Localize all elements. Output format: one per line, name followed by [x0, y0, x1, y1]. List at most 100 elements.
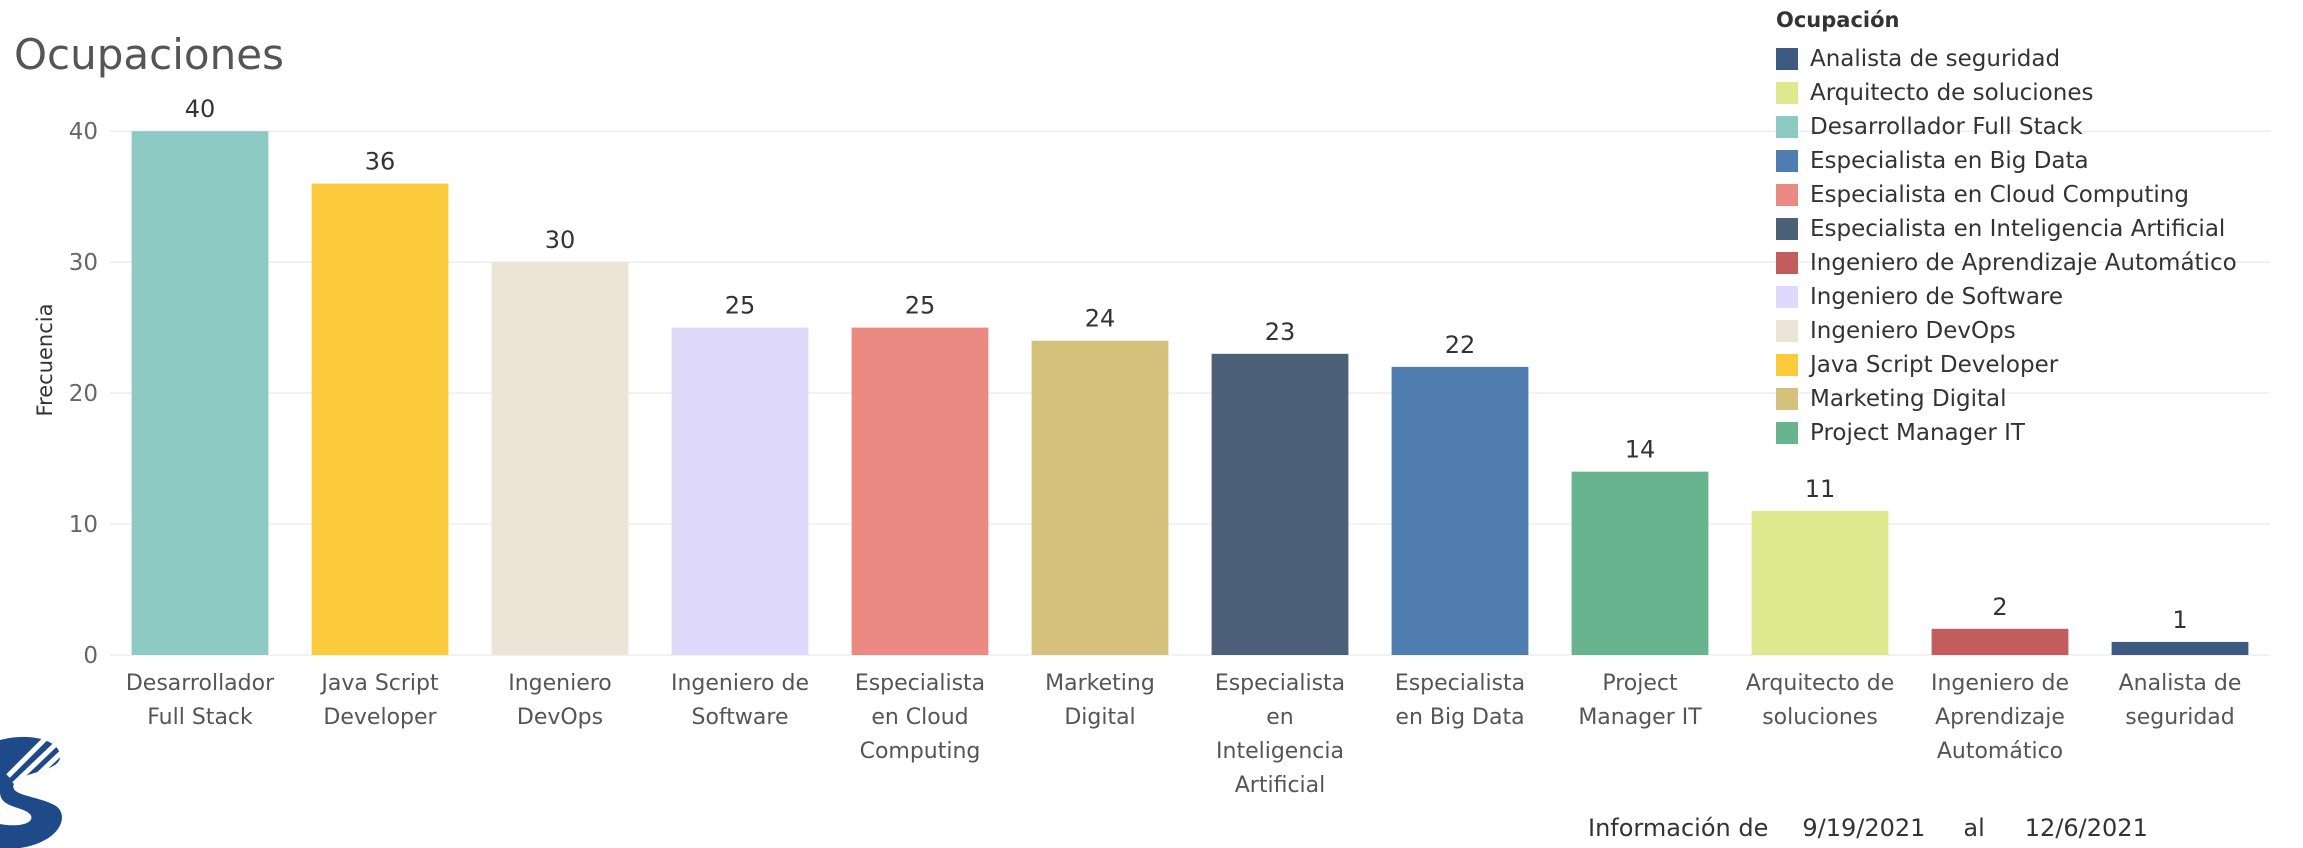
x-tick-label: Analista de seguridad: [2119, 671, 2242, 730]
x-tick-label-line: Aprendizaje: [1935, 705, 2065, 730]
legend-item[interactable]: Project Manager IT: [1776, 416, 2237, 450]
legend-label: Project Manager IT: [1810, 420, 2025, 446]
x-tick-label: Java Script Developer: [319, 671, 439, 730]
x-tick-label-line: Desarrollador: [126, 671, 275, 696]
bar-value-label: 24: [1085, 305, 1116, 333]
legend-label: Ingeniero de Software: [1810, 284, 2064, 310]
x-tick-label-line: seguridad: [2125, 705, 2234, 730]
bar-value-label: 23: [1265, 318, 1296, 346]
x-tick-label-line: Computing: [860, 739, 981, 764]
x-tick-label: Ingeniero de Software: [671, 671, 809, 730]
legend-item[interactable]: Desarrollador Full Stack: [1776, 110, 2237, 144]
legend-item[interactable]: Ingeniero de Software: [1776, 280, 2237, 314]
x-tick-label-line: Especialista: [1215, 671, 1345, 696]
legend-item[interactable]: Arquitecto de soluciones: [1776, 76, 2237, 110]
y-axis-label: Frecuencia: [33, 304, 57, 417]
bar: [2111, 641, 2249, 655]
x-tick-label-line: Developer: [323, 705, 437, 730]
legend-label: Especialista en Big Data: [1810, 148, 2089, 174]
legend-label: Marketing Digital: [1810, 386, 2007, 412]
legend-swatch: [1776, 286, 1798, 308]
bar-value-label: 36: [365, 148, 396, 176]
bar: [851, 327, 989, 655]
bar: [1031, 340, 1169, 655]
x-tick-label-line: Digital: [1064, 705, 1135, 730]
legend-label: Ingeniero DevOps: [1810, 318, 2016, 344]
legend-item[interactable]: Especialista en Cloud Computing: [1776, 178, 2237, 212]
x-tick-label-line: Inteligencia: [1216, 739, 1344, 764]
legend-item[interactable]: Marketing Digital: [1776, 382, 2237, 416]
legend-label: Especialista en Cloud Computing: [1810, 182, 2189, 208]
legend-swatch: [1776, 218, 1798, 240]
y-tick-label: 40: [69, 119, 98, 145]
x-tick-label-line: Automático: [1937, 739, 2063, 764]
legend-item[interactable]: Ingeniero DevOps: [1776, 314, 2237, 348]
date-range-footer: Información de 9/19/2021 al 12/6/2021: [1588, 814, 2148, 842]
y-tick-label: 10: [69, 512, 98, 538]
footer-connector: al: [1963, 814, 1985, 842]
x-tick-label-line: en Big Data: [1395, 705, 1524, 730]
x-tick-label-line: Artificial: [1235, 773, 1326, 798]
legend-swatch: [1776, 150, 1798, 172]
x-tick-label-line: Software: [692, 705, 789, 730]
bar: [131, 131, 269, 655]
bar: [1571, 471, 1709, 655]
x-tick-label-line: Arquitecto de: [1746, 671, 1895, 696]
y-tick-label: 20: [69, 381, 98, 407]
legend-label: Desarrollador Full Stack: [1810, 114, 2083, 140]
legend-item[interactable]: Ingeniero de Aprendizaje Automático: [1776, 246, 2237, 280]
legend-swatch: [1776, 252, 1798, 274]
y-tick-label: 0: [83, 643, 98, 669]
bar: [1751, 510, 1889, 655]
brand-logo-icon: [0, 734, 64, 848]
legend-items: Analista de seguridad Arquitecto de soluc…: [1776, 42, 2237, 450]
bar: [491, 262, 629, 655]
x-tick-label: Ingeniero de Aprendizaje Automático: [1931, 671, 2069, 764]
x-tick-label-line: Full Stack: [147, 705, 253, 730]
legend-label: Ingeniero de Aprendizaje Automático: [1810, 250, 2237, 276]
x-tick-label-line: Ingeniero de: [671, 671, 809, 696]
footer-end-date: 12/6/2021: [2024, 814, 2148, 842]
x-tick-label: Project Manager IT: [1578, 671, 1702, 730]
bar-value-label: 30: [545, 226, 576, 254]
x-tick-label-line: Java Script: [319, 671, 439, 696]
legend-swatch: [1776, 388, 1798, 410]
x-tick-label-line: Especialista: [1395, 671, 1525, 696]
x-tick-label: Desarrollador Full Stack: [126, 671, 275, 730]
x-tick-label-line: soluciones: [1762, 705, 1878, 730]
legend-item[interactable]: Especialista en Inteligencia Artificial: [1776, 212, 2237, 246]
x-tick-label-line: Project: [1602, 671, 1678, 696]
legend-label: Arquitecto de soluciones: [1810, 80, 2094, 106]
legend-item[interactable]: Java Script Developer: [1776, 348, 2237, 382]
x-tick-label: Ingeniero DevOps: [508, 671, 612, 730]
x-tick-label-line: Ingeniero: [508, 671, 612, 696]
bar-value-label: 1: [2172, 606, 2187, 634]
bar: [311, 183, 449, 656]
bar-value-label: 25: [905, 292, 936, 320]
legend-label: Java Script Developer: [1810, 352, 2059, 378]
x-tick-label-line: Especialista: [855, 671, 985, 696]
footer-prefix: Información de: [1588, 814, 1769, 842]
bar: [1391, 366, 1529, 655]
x-tick-label-line: en: [1266, 705, 1293, 730]
legend-item[interactable]: Analista de seguridad: [1776, 42, 2237, 76]
x-tick-label-line: en Cloud: [871, 705, 968, 730]
x-tick-label-line: DevOps: [517, 705, 603, 730]
y-tick-label: 30: [69, 250, 98, 276]
legend: Ocupación Analista de seguridad Arquitect…: [1776, 8, 2237, 450]
bar: [671, 327, 809, 655]
x-tick-label-line: Marketing: [1045, 671, 1155, 696]
x-tick-label: Especialista en Big Data: [1395, 671, 1525, 730]
bar-value-label: 14: [1625, 436, 1656, 464]
legend-swatch: [1776, 116, 1798, 138]
x-tick-label-line: Manager IT: [1578, 705, 1702, 730]
bar-value-label: 40: [185, 95, 216, 123]
chart-title: Ocupaciones: [14, 30, 284, 79]
bar-value-label: 11: [1805, 475, 1836, 503]
bar-value-label: 25: [725, 292, 756, 320]
legend-item[interactable]: Especialista en Big Data: [1776, 144, 2237, 178]
legend-swatch: [1776, 82, 1798, 104]
legend-swatch: [1776, 184, 1798, 206]
x-tick-label: Especialista en Inteligencia Artificial: [1215, 671, 1345, 798]
x-tick-label-line: Ingeniero de: [1931, 671, 2069, 696]
